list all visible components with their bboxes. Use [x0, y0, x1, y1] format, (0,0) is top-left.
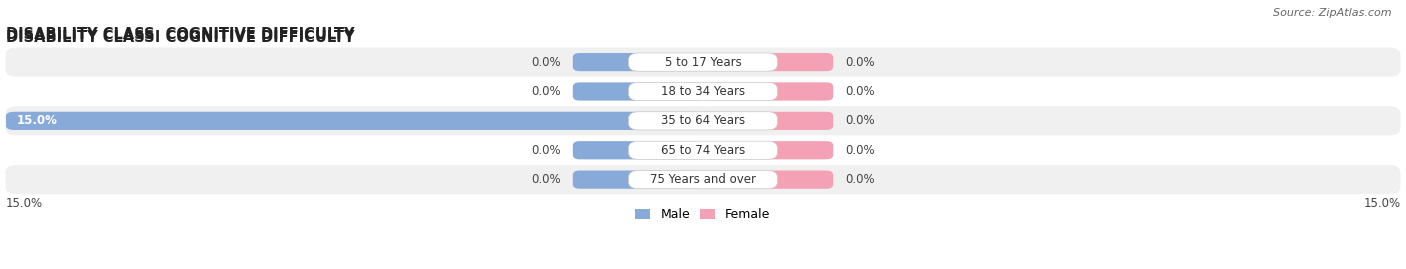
- FancyBboxPatch shape: [628, 82, 778, 101]
- Text: 0.0%: 0.0%: [531, 144, 561, 157]
- FancyBboxPatch shape: [628, 112, 778, 130]
- FancyBboxPatch shape: [572, 171, 703, 189]
- FancyBboxPatch shape: [6, 106, 1400, 136]
- Text: DISABILITY CLASS: COGNITIVE DIFFICULTY: DISABILITY CLASS: COGNITIVE DIFFICULTY: [6, 30, 354, 45]
- Text: 0.0%: 0.0%: [845, 114, 875, 127]
- Text: 18 to 34 Years: 18 to 34 Years: [661, 85, 745, 98]
- FancyBboxPatch shape: [703, 171, 834, 189]
- Text: 15.0%: 15.0%: [1364, 197, 1400, 210]
- Text: 0.0%: 0.0%: [531, 173, 561, 186]
- Legend: Male, Female: Male, Female: [630, 203, 776, 226]
- FancyBboxPatch shape: [703, 141, 834, 159]
- Text: 0.0%: 0.0%: [531, 56, 561, 69]
- FancyBboxPatch shape: [628, 171, 778, 189]
- Text: 0.0%: 0.0%: [531, 85, 561, 98]
- FancyBboxPatch shape: [6, 112, 703, 130]
- FancyBboxPatch shape: [572, 53, 703, 71]
- FancyBboxPatch shape: [6, 165, 1400, 194]
- Text: 5 to 17 Years: 5 to 17 Years: [665, 56, 741, 69]
- Text: 65 to 74 Years: 65 to 74 Years: [661, 144, 745, 157]
- Text: DISABILITY CLASS: COGNITIVE DIFFICULTY: DISABILITY CLASS: COGNITIVE DIFFICULTY: [6, 27, 354, 42]
- Text: 75 Years and over: 75 Years and over: [650, 173, 756, 186]
- Text: Source: ZipAtlas.com: Source: ZipAtlas.com: [1274, 8, 1392, 18]
- Text: 0.0%: 0.0%: [845, 144, 875, 157]
- FancyBboxPatch shape: [6, 77, 1400, 106]
- FancyBboxPatch shape: [703, 53, 834, 71]
- Text: 0.0%: 0.0%: [845, 173, 875, 186]
- FancyBboxPatch shape: [703, 82, 834, 101]
- FancyBboxPatch shape: [703, 112, 834, 130]
- FancyBboxPatch shape: [628, 53, 778, 71]
- FancyBboxPatch shape: [572, 141, 703, 159]
- FancyBboxPatch shape: [572, 82, 703, 101]
- FancyBboxPatch shape: [6, 47, 1400, 77]
- Text: 35 to 64 Years: 35 to 64 Years: [661, 114, 745, 127]
- Text: 15.0%: 15.0%: [17, 114, 58, 127]
- Text: 0.0%: 0.0%: [845, 85, 875, 98]
- FancyBboxPatch shape: [6, 136, 1400, 165]
- FancyBboxPatch shape: [628, 141, 778, 159]
- Text: 15.0%: 15.0%: [6, 197, 42, 210]
- Text: 0.0%: 0.0%: [845, 56, 875, 69]
